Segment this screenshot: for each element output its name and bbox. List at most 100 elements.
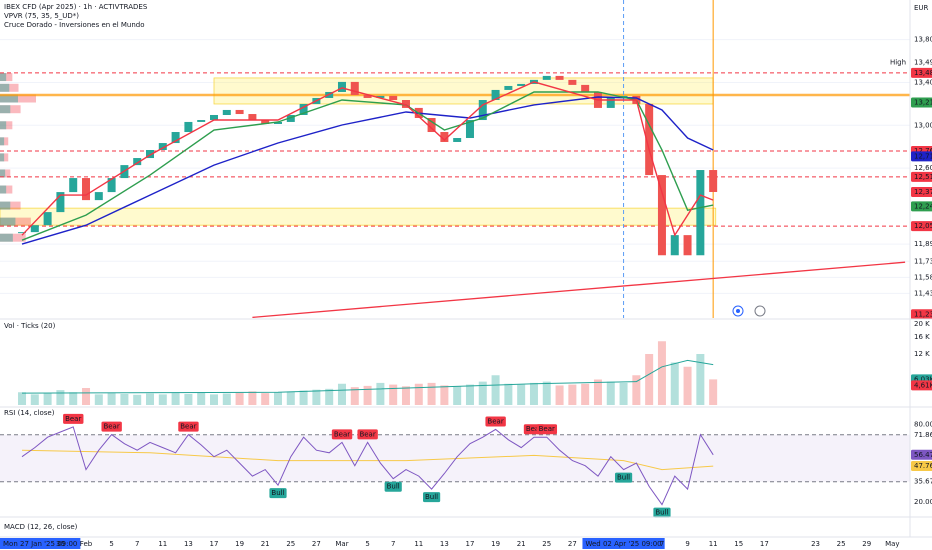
volume-bar: [376, 382, 385, 405]
vpvr-bar: [0, 73, 13, 82]
x-tick-label: 17: [466, 540, 475, 548]
signal-label: Bull: [655, 509, 668, 517]
x-tick-label: 25: [837, 540, 846, 548]
x-tick-label: 11: [158, 540, 167, 548]
y-tick-label: 35.67: [914, 478, 932, 486]
volume-bar: [593, 379, 602, 405]
x-tick-label: 11: [414, 540, 423, 548]
signal-tag: [101, 421, 122, 432]
candle: [107, 178, 116, 193]
candle: [43, 212, 52, 226]
y-tick-label: 11,580: [914, 273, 932, 281]
axis-value-label: 4,61K: [914, 381, 932, 389]
volume-bar: [30, 394, 39, 405]
axis-value-label: 12,518: [914, 173, 932, 181]
signal-label: Bear: [539, 425, 555, 433]
volume-bar: [69, 392, 78, 405]
axis-value-tag: [911, 201, 932, 212]
axis-value-label: 13,213: [914, 98, 932, 106]
volume-bar: [197, 392, 206, 405]
x-tick-label: 25: [542, 540, 551, 548]
axis-value-tag: [911, 380, 932, 391]
signal-label: Bear: [487, 417, 503, 425]
candle: [542, 75, 551, 80]
volume-bar: [491, 375, 500, 405]
vpvr-bar: [0, 233, 26, 242]
vpvr-bar: [0, 185, 13, 194]
x-tick-label: 19: [491, 540, 500, 548]
volume-bar: [696, 354, 705, 405]
candle: [568, 79, 577, 85]
volume-bar: [273, 392, 282, 405]
event-icon-dot: [736, 309, 740, 313]
volume-bar: [209, 394, 218, 405]
volume-bar: [619, 382, 628, 405]
candle: [146, 150, 155, 159]
candle: [30, 225, 39, 233]
axis-value-label: 47.76: [914, 462, 932, 470]
candle: [273, 121, 282, 124]
high-value: 13,495: [914, 58, 932, 66]
x-tick-label: 5: [109, 540, 113, 548]
volume-bar: [171, 393, 180, 405]
signal-tag: [63, 413, 84, 424]
signal-tag: [178, 421, 199, 432]
volume-bar: [248, 391, 257, 405]
x-tick-label: 9: [685, 540, 689, 548]
x-tick-label: 19: [235, 540, 244, 548]
indicator-label: VPVR (75, 35, 5_UD*): [4, 12, 79, 20]
signal-tag: [269, 488, 287, 499]
volume-bar: [222, 393, 231, 405]
axis-value-tag: [911, 461, 932, 472]
signal-label: Bull: [271, 489, 284, 497]
vpvr-bar-up: [0, 105, 11, 114]
candle: [657, 175, 666, 256]
pane-title: Vol · Ticks (20): [4, 322, 56, 330]
moving-average: [21, 96, 714, 245]
y-tick-label: 11,430: [914, 289, 932, 297]
axis-value-label: 6,03K: [914, 375, 932, 383]
x-tick-label: 7: [391, 540, 395, 548]
candle: [171, 132, 180, 144]
axis-value-tag: [911, 186, 932, 197]
axis-value-tag: [911, 449, 932, 460]
volume-bar: [632, 375, 641, 405]
vpvr-bar: [0, 153, 9, 162]
volume-bar: [478, 381, 487, 405]
x-tick-label: 27: [568, 540, 577, 548]
candle: [350, 81, 359, 95]
pane-title: MACD (12, 26, close): [4, 523, 78, 531]
volume-bar: [555, 385, 564, 405]
axis-value-tag: [911, 67, 932, 78]
volume-bar: [146, 393, 155, 405]
candle: [222, 109, 231, 115]
axis-value-label: 12,760: [914, 147, 932, 155]
candle: [94, 192, 103, 201]
volume-bar: [337, 383, 346, 405]
volume-bar: [414, 383, 423, 405]
x-tick-label: 15: [734, 540, 743, 548]
candle: [286, 114, 295, 122]
high-label: High: [890, 58, 906, 66]
y-tick-label: 11,730: [914, 257, 932, 265]
vpvr-bar-up: [0, 233, 13, 242]
x-tick-label: Wed 02 Apr '25 09:00: [585, 540, 661, 548]
signal-tag: [653, 507, 671, 518]
signal-tag: [485, 416, 506, 427]
signal-tag: [384, 481, 402, 492]
event-icon[interactable]: [754, 305, 766, 317]
candle: [440, 132, 449, 142]
volume-bar: [453, 386, 462, 405]
volume-bar: [709, 379, 718, 405]
y-tick-label: 13,000: [914, 121, 932, 129]
candle: [478, 100, 487, 121]
candle: [581, 84, 590, 92]
candle: [69, 178, 78, 193]
y-tick-label: 16 K: [914, 333, 930, 341]
volume-bar: [107, 393, 116, 405]
vpvr-bar: [0, 137, 9, 146]
axis-value-tag: [911, 151, 932, 162]
volume-bar: [133, 394, 142, 405]
x-tick-label: 11: [709, 540, 718, 548]
volume-bar: [440, 385, 449, 405]
